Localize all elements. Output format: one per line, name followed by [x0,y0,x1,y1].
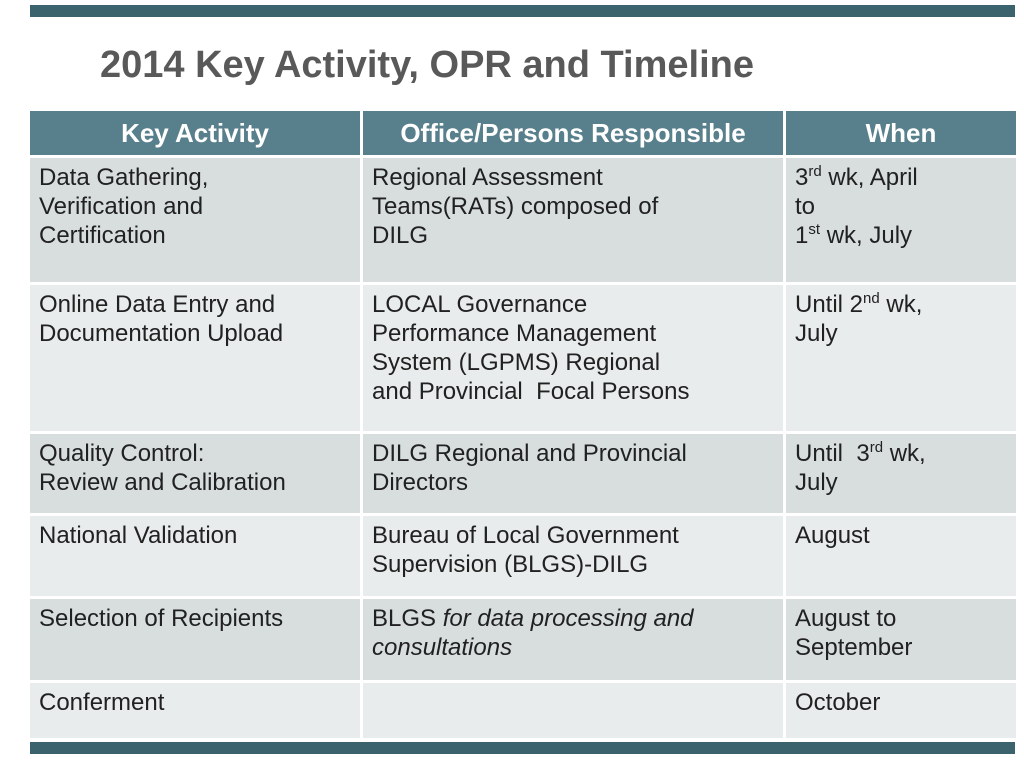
table-cell: LOCAL Governance Performance Management … [363,285,783,431]
table-row: Conferment October [30,683,1016,738]
table-cell: National Validation [30,516,360,596]
table-cell: Regional Assessment Teams(RATs) composed… [363,158,783,282]
table-cell: Data Gathering, Verification and Certifi… [30,158,360,282]
table-cell: Online Data Entry and Documentation Uplo… [30,285,360,431]
table-cell: 3rd wk, April to 1st wk, July [786,158,1016,282]
table-body: Data Gathering, Verification and Certifi… [30,158,1016,738]
cell-text: Conferment [39,689,165,716]
table-cell: Until 3rd wk, July [786,434,1016,513]
cell-text: wk, July [795,291,923,347]
cell-text: 3 [795,164,809,191]
cell-text: Bureau of Local Government Supervision (… [372,522,679,578]
activity-table: Key Activity Office/Persons Responsible Wh… [27,108,1019,741]
table-cell: Bureau of Local Government Supervision (… [363,516,783,596]
cell-text: Online Data Entry and Documentation Uplo… [39,291,284,347]
superscript-text: nd [863,290,880,307]
table-row: Online Data Entry and Documentation Uplo… [30,285,1016,431]
italic-text: for data processing and consultations [372,605,694,661]
table-cell: Conferment [30,683,360,738]
cell-text: wk, April to 1 [795,164,918,249]
bottom-accent-bar [30,742,1015,754]
cell-text: National Validation [39,522,238,549]
cell-text: August to September [795,605,913,661]
cell-text: BLGS [372,605,443,632]
table-row: National Validation Bureau of Local Gover… [30,516,1016,596]
header-cell-1: Office/Persons Responsible [363,111,783,155]
cell-text: LOCAL Governance Performance Management … [372,291,690,405]
table-cell: August [786,516,1016,596]
cell-text: October [795,689,881,716]
cell-text: Until 3 [795,440,870,467]
cell-text: Selection of Recipients [39,605,284,632]
cell-text: Data Gathering, Verification and Certifi… [39,164,209,249]
table-cell: August to September [786,599,1016,680]
table-row: Selection of Recipients BLGS for data pro… [30,599,1016,680]
table-row: Data Gathering, Verification and Certifi… [30,158,1016,282]
table-row: Quality Control: Review and Calibration D… [30,434,1016,513]
table-cell: Until 2nd wk, July [786,285,1016,431]
table-cell: BLGS for data processing and consultatio… [363,599,783,680]
table-cell: Selection of Recipients [30,599,360,680]
cell-text: Regional Assessment Teams(RATs) composed… [372,164,659,249]
table-cell: Quality Control: Review and Calibration [30,434,360,513]
table-cell: DILG Regional and Provincial Directors [363,434,783,513]
cell-text: DILG Regional and Provincial Directors [372,440,687,496]
cell-text: wk, July [795,440,926,496]
header-cell-0: Key Activity [30,111,360,155]
table-header: Key Activity Office/Persons Responsible Wh… [30,111,1016,155]
superscript-text: rd [869,439,884,456]
top-accent-bar [30,5,1015,17]
superscript-text: rd [808,163,822,180]
cell-text: wk, July [820,222,913,249]
cell-text: Until 2 [795,291,864,318]
cell-text: August [795,522,870,549]
superscript-text: st [808,221,821,238]
table-cell [363,683,783,738]
table-cell: October [786,683,1016,738]
table-header-row: Key Activity Office/Persons Responsible Wh… [30,111,1016,155]
slide-title: 2014 Key Activity, OPR and Timeline [100,44,754,86]
cell-text: Quality Control: Review and Calibration [39,440,286,496]
header-cell-2: When [786,111,1016,155]
